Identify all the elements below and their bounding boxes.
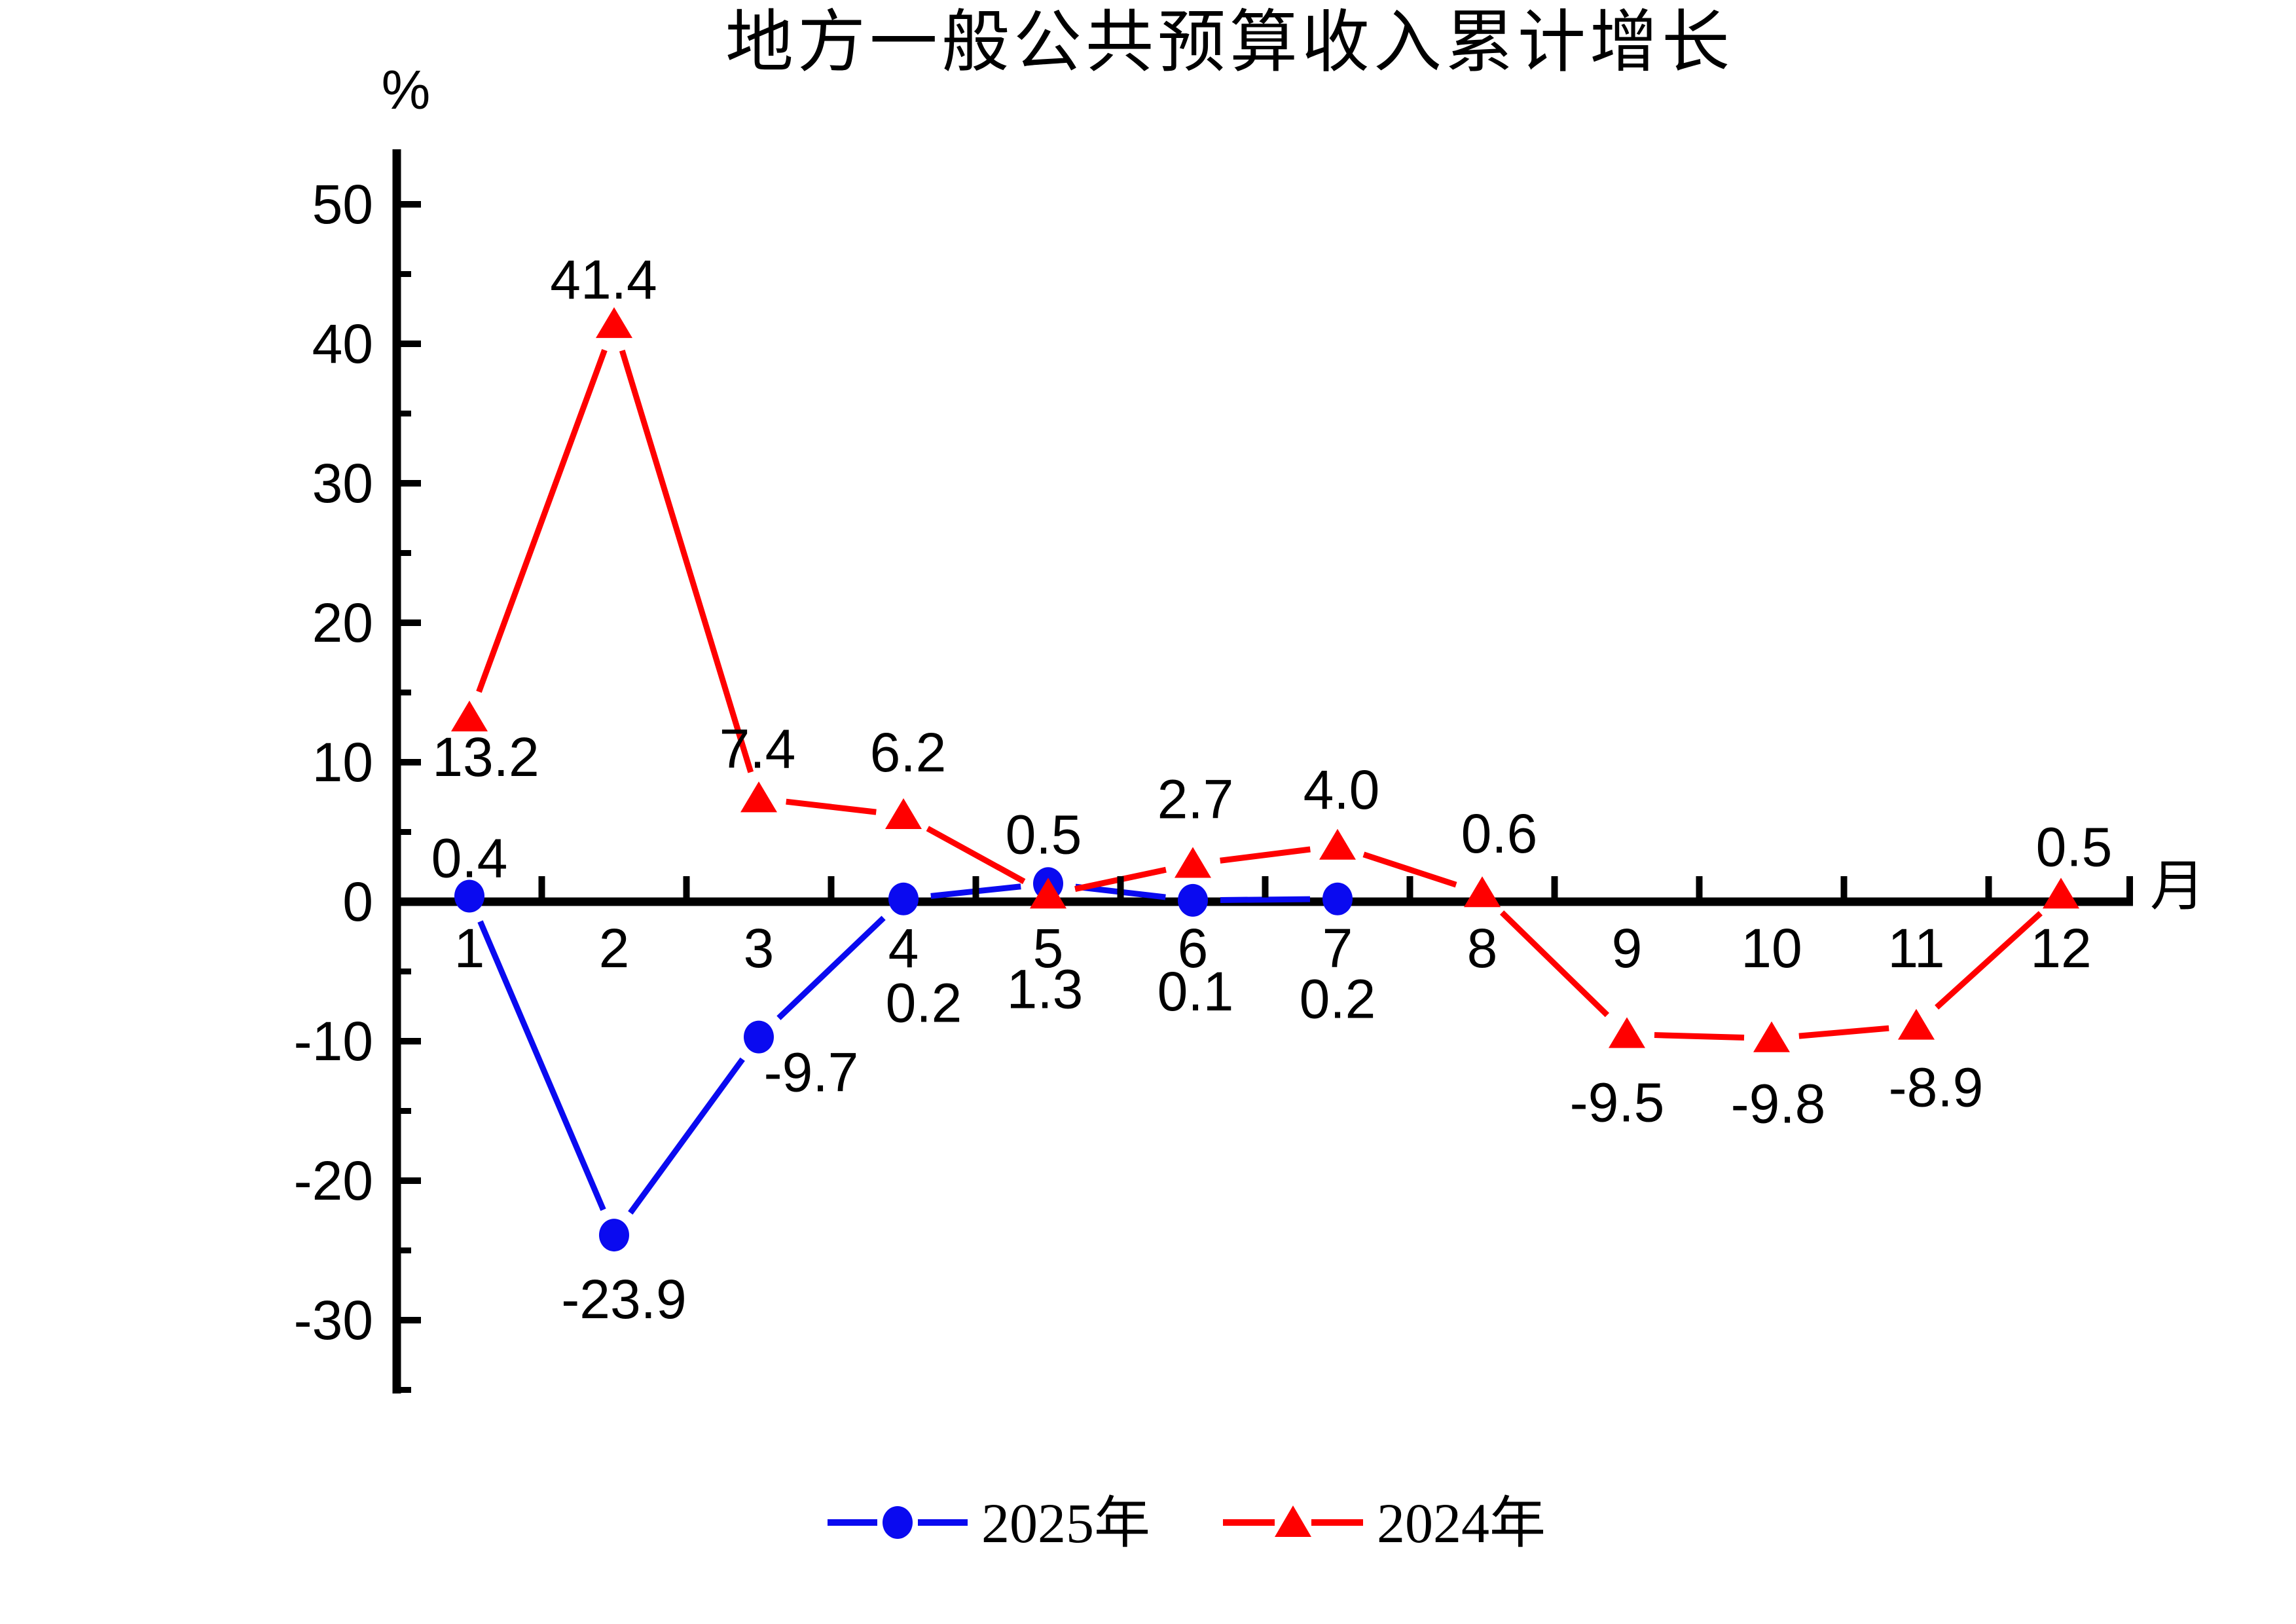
data-point-triangle-2024年 — [596, 307, 632, 339]
legend: 2025年 2024年 — [828, 1492, 1546, 1555]
series-line-segment-2024年 — [1362, 851, 1457, 888]
series-line-segment-2025年 — [776, 915, 886, 1020]
data-label-2025年: 1.3 — [1007, 958, 1084, 1020]
data-point-triangle-2024年 — [1175, 847, 1211, 878]
data-label-2025年: 0.2 — [886, 972, 962, 1034]
data-point-circle-2025年 — [599, 1219, 629, 1252]
data-label-2025年: 0.2 — [1300, 969, 1376, 1030]
x-month-label: 2 — [599, 917, 630, 979]
plot-area: 0.4 -23.9 -9.7 0.2 1.3 0.1 0.2 13.2 41.4 7.4 6.2 0.… — [294, 149, 2133, 1393]
x-month-label: 7 — [1322, 917, 1353, 979]
legend-label-2025: 2025年 — [981, 1492, 1150, 1555]
data-label-2025年: -23.9 — [561, 1268, 686, 1330]
y-tick-label: -20 — [294, 1150, 373, 1211]
x-month-label: 11 — [1887, 917, 1944, 979]
y-axis-unit-label: % — [382, 59, 431, 120]
data-point-triangle-2024年 — [451, 700, 488, 731]
data-label-2024年: 13.2 — [432, 726, 539, 788]
x-month-label: 3 — [744, 917, 774, 979]
legend-circle-marker-icon — [883, 1506, 913, 1539]
y-tick-label: 10 — [312, 731, 373, 793]
series-line-segment-2024年 — [926, 826, 1026, 885]
series-line-segment-2024年 — [619, 350, 754, 773]
data-point-triangle-2024年 — [2043, 877, 2079, 909]
data-label-2024年: -9.8 — [1731, 1073, 1826, 1135]
series-line-segment-2025年 — [477, 920, 606, 1211]
data-label-2024年: 7.4 — [720, 718, 796, 779]
data-label-2025年: 0.1 — [1157, 961, 1234, 1022]
data-point-triangle-2024年 — [1319, 828, 1356, 860]
x-month-label: 10 — [1741, 917, 1802, 979]
y-tick-label: -10 — [294, 1010, 373, 1072]
x-month-label: 4 — [888, 917, 919, 979]
x-month-label: 8 — [1467, 917, 1498, 979]
series-line-segment-2024年 — [786, 798, 877, 815]
data-point-circle-2025年 — [744, 1020, 774, 1054]
data-point-triangle-2024年 — [1609, 1017, 1645, 1048]
series-line-segment-2024年 — [476, 349, 608, 693]
legend-item-2024: 2024年 — [1223, 1492, 1546, 1555]
data-point-triangle-2024年 — [885, 798, 922, 829]
y-tick-label: 0 — [342, 871, 373, 932]
data-point-triangle-2024年 — [1464, 876, 1501, 908]
legend-label-2024: 2024年 — [1377, 1492, 1546, 1555]
data-label-2024年: 0.5 — [2036, 816, 2113, 877]
chart-title: 地方一般公共预算收入累计增长 — [725, 5, 1734, 81]
data-label-2024年: 4.0 — [1303, 759, 1380, 821]
series-line-segment-2024年 — [1798, 1025, 1889, 1039]
y-tick-label: 40 — [312, 313, 373, 375]
data-label-2024年: 0.5 — [1006, 803, 1082, 865]
data-point-triangle-2024年 — [1030, 877, 1066, 909]
legend-triangle-marker-icon — [1275, 1505, 1311, 1537]
data-label-2024年: -9.5 — [1570, 1071, 1665, 1133]
series-line-segment-2024年 — [1499, 910, 1610, 1018]
series-line-segment-2025年 — [628, 1057, 745, 1215]
x-month-label: 12 — [2030, 917, 2091, 979]
y-tick-label: 50 — [312, 174, 373, 235]
x-month-label: 5 — [1033, 917, 1064, 979]
x-month-label: 9 — [1612, 917, 1643, 979]
series-line-segment-2024年 — [1935, 911, 2043, 1010]
legend-item-2025: 2025年 — [828, 1492, 1150, 1555]
y-tick-label: 30 — [312, 452, 373, 514]
series-line-segment-2025年 — [1220, 896, 1311, 903]
data-label-2024年: 2.7 — [1157, 768, 1234, 830]
series-line-segment-2024年 — [1654, 1032, 1745, 1041]
data-point-triangle-2024年 — [1753, 1021, 1790, 1052]
data-point-circle-2025年 — [888, 882, 919, 915]
data-label-2025年: -9.7 — [764, 1042, 859, 1103]
y-tick-label: 20 — [312, 592, 373, 654]
data-label-2025年: 0.4 — [431, 827, 508, 889]
data-label-2024年: 0.6 — [1461, 803, 1538, 864]
x-month-label: 1 — [454, 917, 485, 979]
data-label-2024年: 41.4 — [550, 249, 657, 310]
x-month-label: 6 — [1178, 917, 1209, 979]
x-axis-unit-label: 月 — [2150, 857, 2205, 917]
data-point-triangle-2024年 — [1898, 1008, 1935, 1040]
data-label-2024年: 6.2 — [870, 722, 947, 783]
data-point-circle-2025年 — [1178, 883, 1208, 917]
data-point-triangle-2024年 — [740, 781, 777, 813]
y-tick-label: -30 — [294, 1289, 373, 1351]
data-label-2024年: -8.9 — [1889, 1057, 1984, 1118]
data-point-circle-2025年 — [1322, 882, 1353, 915]
series-line-segment-2024年 — [1220, 846, 1311, 864]
data-point-circle-2025年 — [454, 879, 484, 913]
